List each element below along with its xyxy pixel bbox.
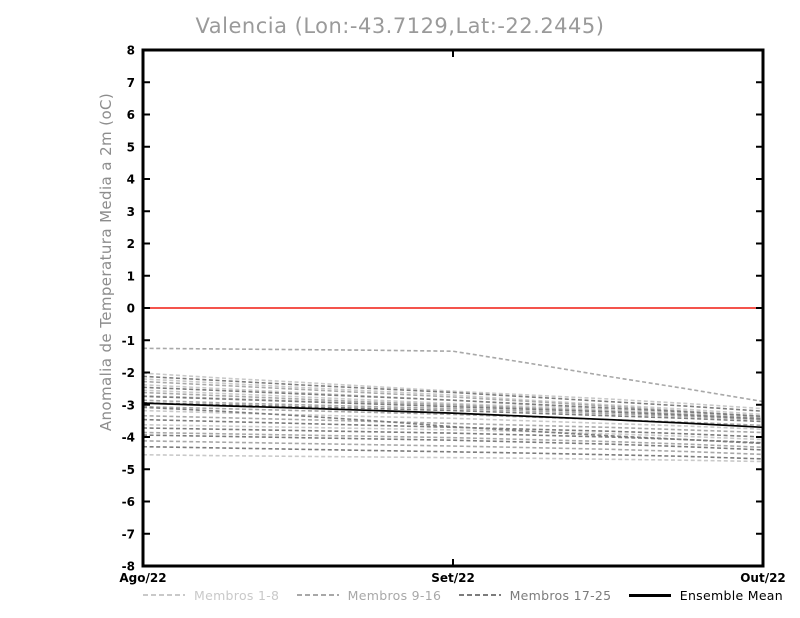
legend-swatch-icon	[296, 594, 339, 596]
svg-text:Ago/22: Ago/22	[119, 571, 166, 585]
legend-label: Membros 1-8	[194, 587, 280, 603]
svg-text:Set/22: Set/22	[431, 571, 475, 585]
svg-text:6: 6	[127, 108, 135, 122]
legend-swatch-icon	[143, 594, 185, 596]
svg-text:-1: -1	[122, 334, 135, 348]
legend-item-4: Ensemble Mean	[628, 587, 783, 603]
svg-text:Out/22: Out/22	[740, 571, 786, 585]
legend-label: Ensemble Mean	[679, 587, 783, 603]
chart-legend: Membros 1-8 Membros 9-16 Membros 17-25 Ense…	[143, 585, 783, 605]
svg-text:2: 2	[127, 237, 135, 251]
legend-label: Membros 9-16	[347, 587, 442, 603]
svg-text:0: 0	[127, 302, 135, 316]
legend-swatch-icon	[458, 594, 501, 596]
ensemble-series-lines	[142, 347, 764, 463]
legend-swatch-icon	[628, 593, 671, 597]
x-axis-tick-labels: Ago/22 Set/22 Out/22	[119, 571, 785, 585]
svg-text:-5: -5	[122, 463, 135, 477]
svg-text:-3: -3	[122, 398, 135, 412]
svg-text:-8: -8	[122, 560, 135, 574]
svg-text:5: 5	[127, 140, 135, 154]
axis-ticks	[142, 49, 764, 567]
svg-text:-2: -2	[122, 366, 135, 380]
y-axis-tick-labels: 8 7 6 5 4 3 2 1 0 -1 -2 -3 -4 -5 -6 -7 -8	[122, 44, 135, 574]
svg-text:-6: -6	[122, 495, 135, 509]
legend-label: Membros 17-25	[509, 587, 612, 603]
svg-text:7: 7	[127, 76, 135, 90]
svg-text:-7: -7	[122, 527, 135, 541]
legend-item-1: Membros 1-8	[143, 588, 279, 603]
svg-text:4: 4	[127, 173, 135, 187]
legend-item-2: Membros 9-16	[296, 587, 442, 603]
svg-text:8: 8	[127, 44, 135, 58]
svg-text:1: 1	[127, 269, 135, 283]
svg-text:3: 3	[127, 205, 135, 219]
svg-text:-4: -4	[122, 431, 135, 445]
chart-title: Valencia (Lon:-43.7129,Lat:-22.2445)	[195, 14, 605, 38]
legend-item-3: Membros 17-25	[458, 587, 612, 603]
